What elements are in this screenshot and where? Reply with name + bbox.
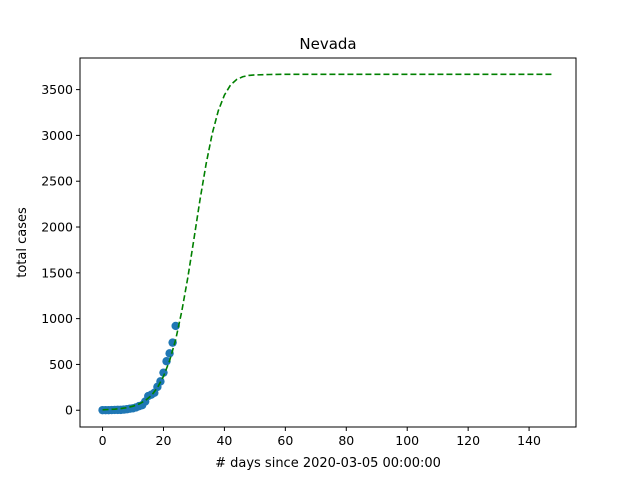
y-axis-label: total cases xyxy=(15,207,30,278)
fit-curve xyxy=(102,73,554,411)
data-point xyxy=(156,377,165,386)
plot-content xyxy=(98,73,554,415)
y-tick-label: 500 xyxy=(49,357,73,372)
x-tick-label: 120 xyxy=(456,433,480,448)
data-point xyxy=(171,321,180,331)
y-tick-label: 3000 xyxy=(41,128,73,143)
x-tick-label: 60 xyxy=(277,433,293,448)
x-tick-label: 80 xyxy=(338,433,354,448)
y-tick-label: 1000 xyxy=(41,311,73,326)
data-point xyxy=(162,357,171,366)
y-tick-label: 2000 xyxy=(41,220,73,235)
y-axis: 0 500 1000 1500 2000 2500 3000 3500 xyxy=(41,82,80,418)
x-axis: 0 20 40 60 80 100 120 140 xyxy=(99,427,541,448)
x-tick-label: 100 xyxy=(395,433,419,448)
y-tick-label: 2500 xyxy=(41,174,73,189)
y-tick-label: 3500 xyxy=(41,82,73,97)
chart-title: Nevada xyxy=(299,35,356,53)
y-tick-label: 1500 xyxy=(41,265,73,280)
x-tick-label: 0 xyxy=(99,433,107,448)
axes-frame xyxy=(79,57,577,428)
y-tick-label: 0 xyxy=(65,403,73,418)
x-tick-label: 40 xyxy=(216,433,232,448)
x-tick-label: 20 xyxy=(156,433,172,448)
x-tick-label: 140 xyxy=(517,433,541,448)
x-axis-label: # days since 2020-03-05 00:00:00 xyxy=(215,456,441,471)
